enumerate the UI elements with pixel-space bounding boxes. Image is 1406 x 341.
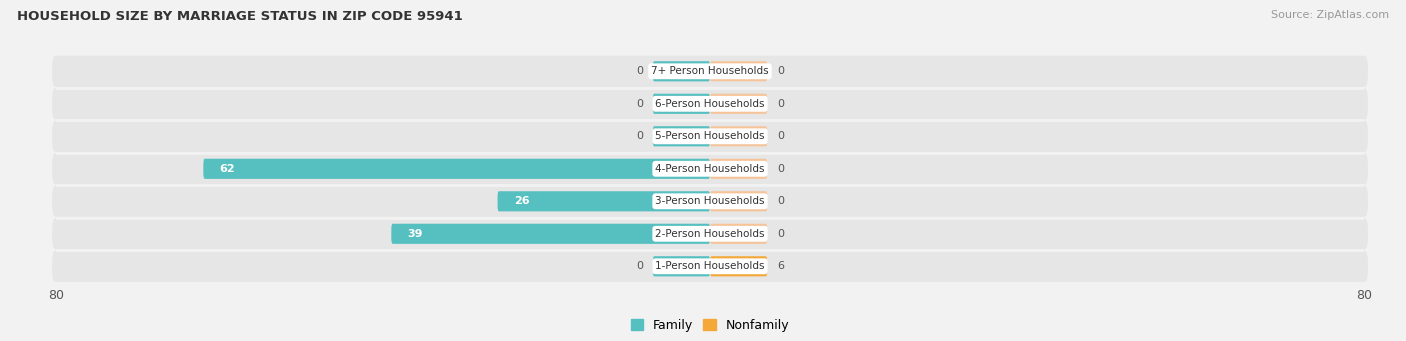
FancyBboxPatch shape (52, 153, 1368, 184)
FancyBboxPatch shape (52, 186, 1368, 217)
Text: 0: 0 (636, 131, 643, 141)
Text: HOUSEHOLD SIZE BY MARRIAGE STATUS IN ZIP CODE 95941: HOUSEHOLD SIZE BY MARRIAGE STATUS IN ZIP… (17, 10, 463, 23)
FancyBboxPatch shape (710, 94, 768, 114)
Text: 62: 62 (219, 164, 235, 174)
Text: 0: 0 (778, 229, 785, 239)
Legend: Family, Nonfamily: Family, Nonfamily (631, 319, 789, 332)
Text: 0: 0 (636, 66, 643, 76)
Text: 0: 0 (778, 99, 785, 109)
Text: 3-Person Households: 3-Person Households (655, 196, 765, 206)
FancyBboxPatch shape (498, 191, 710, 211)
FancyBboxPatch shape (204, 159, 710, 179)
Text: 4-Person Households: 4-Person Households (655, 164, 765, 174)
Text: 6: 6 (778, 261, 785, 271)
FancyBboxPatch shape (652, 61, 710, 81)
Text: 0: 0 (778, 131, 785, 141)
FancyBboxPatch shape (710, 256, 768, 276)
FancyBboxPatch shape (52, 218, 1368, 249)
Text: 26: 26 (515, 196, 530, 206)
Text: 0: 0 (778, 196, 785, 206)
Text: 2-Person Households: 2-Person Households (655, 229, 765, 239)
FancyBboxPatch shape (710, 159, 768, 179)
Text: Source: ZipAtlas.com: Source: ZipAtlas.com (1271, 10, 1389, 20)
Text: 0: 0 (778, 164, 785, 174)
FancyBboxPatch shape (710, 191, 768, 211)
Text: 1-Person Households: 1-Person Households (655, 261, 765, 271)
FancyBboxPatch shape (652, 126, 710, 146)
FancyBboxPatch shape (710, 224, 768, 244)
FancyBboxPatch shape (52, 121, 1368, 152)
FancyBboxPatch shape (652, 256, 710, 276)
FancyBboxPatch shape (710, 126, 768, 146)
Text: 5-Person Households: 5-Person Households (655, 131, 765, 141)
FancyBboxPatch shape (391, 224, 710, 244)
FancyBboxPatch shape (710, 61, 768, 81)
Text: 0: 0 (636, 99, 643, 109)
Text: 6-Person Households: 6-Person Households (655, 99, 765, 109)
Text: 7+ Person Households: 7+ Person Households (651, 66, 769, 76)
FancyBboxPatch shape (52, 251, 1368, 282)
FancyBboxPatch shape (52, 88, 1368, 119)
FancyBboxPatch shape (652, 94, 710, 114)
Text: 0: 0 (778, 66, 785, 76)
Text: 39: 39 (408, 229, 423, 239)
FancyBboxPatch shape (52, 56, 1368, 87)
Text: 0: 0 (636, 261, 643, 271)
